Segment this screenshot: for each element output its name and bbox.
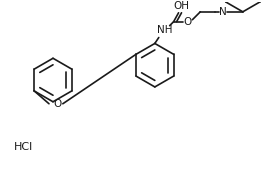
Text: N: N <box>219 7 227 17</box>
Text: O: O <box>183 17 192 27</box>
Text: HCl: HCl <box>14 142 33 152</box>
Text: OH: OH <box>174 1 189 11</box>
Text: NH: NH <box>157 25 172 35</box>
Text: O: O <box>54 99 62 109</box>
